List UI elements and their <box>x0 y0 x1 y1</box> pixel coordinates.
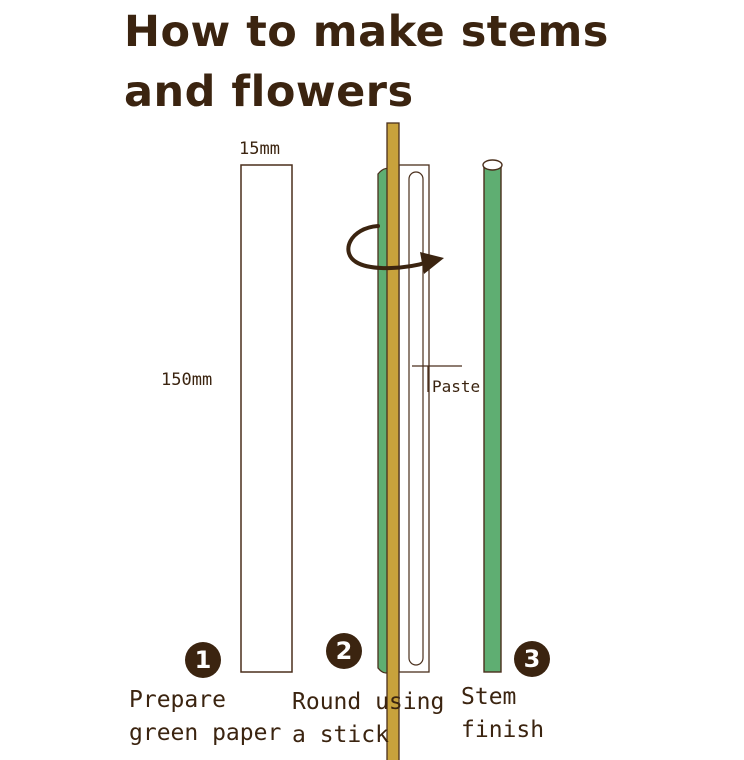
curved-arrow-icon <box>346 224 444 274</box>
title-line-1: How to make stems <box>124 7 609 57</box>
step-1-caption-line-2: green paper <box>129 720 282 746</box>
step-1-caption-line-1: Prepare <box>129 687 226 713</box>
step-3-caption-line-1: Stem <box>461 684 517 710</box>
stem-top-opening <box>482 159 503 171</box>
step-2-caption: Round using a stick <box>292 686 444 752</box>
page-title: How to make stems and flowers <box>124 2 609 122</box>
paste-area <box>408 171 424 666</box>
step-3-badge: 3 <box>514 641 550 677</box>
step-1-caption: Prepare green paper <box>129 684 281 750</box>
step-2-caption-line-2: a stick <box>292 722 389 748</box>
paste-label: Paste <box>432 377 481 396</box>
step-3-caption: Stem finish <box>461 681 544 747</box>
step-1-badge: 1 <box>185 642 221 678</box>
step-3-caption-line-2: finish <box>461 717 545 743</box>
stick <box>386 122 400 760</box>
length-dimension-label: 150mm <box>161 370 213 390</box>
paper-strip <box>240 164 293 673</box>
finished-stem <box>483 164 502 673</box>
title-line-2: and flowers <box>124 67 414 117</box>
step-2-badge: 2 <box>326 633 362 669</box>
width-dimension-label: 15mm <box>239 139 280 159</box>
step-2-caption-line-1: Round using <box>292 689 445 715</box>
